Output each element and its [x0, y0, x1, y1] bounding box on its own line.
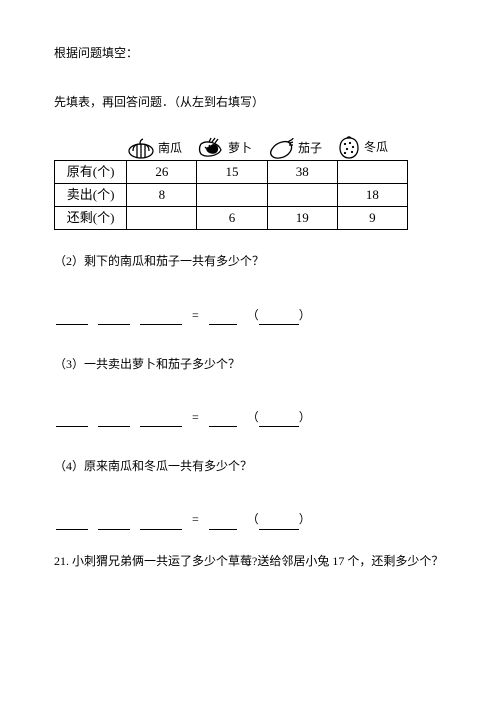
table-cell: 8: [127, 184, 197, 207]
blank[interactable]: [140, 515, 182, 530]
row-header: 卖出(个): [55, 184, 127, 207]
table-cell: 19: [267, 207, 337, 230]
icon-label: 冬瓜: [364, 138, 388, 157]
question-4: （4）原来南瓜和冬瓜一共有多少个？: [54, 457, 446, 476]
icon-label: 萝卜: [228, 139, 252, 158]
table-cell: [197, 184, 267, 207]
icon-cell-qiezi: 茄子: [266, 136, 336, 160]
unit-paren: （）: [247, 306, 311, 325]
table-cell: 26: [127, 161, 197, 184]
icon-label: 茄子: [298, 139, 322, 158]
table-cell: 15: [197, 161, 267, 184]
instruction-line: 先填表，再回答问题．（从左到右填写）: [54, 93, 446, 112]
eggplant-icon: [266, 136, 296, 160]
equation-line: = （）: [54, 510, 446, 529]
radish-icon: [196, 136, 226, 160]
equation-line: = （）: [54, 306, 446, 325]
blank[interactable]: [140, 310, 182, 325]
question-21: 21. 小刺猬兄弟俩一共运了多少个草莓?送给邻居小兔 17 个，还剩多少个？: [54, 552, 446, 571]
vegetable-table: 原有(个) 26 15 38 卖出(个) 8 18 还剩(个) 6 19 9: [54, 160, 408, 230]
blank[interactable]: [98, 310, 130, 325]
table-cell: [337, 161, 407, 184]
table-cell: 18: [337, 184, 407, 207]
wintermelon-icon: [336, 134, 362, 160]
blank[interactable]: [259, 412, 299, 427]
unit-paren: （）: [247, 408, 311, 427]
page-title: 根据问题填空：: [54, 44, 446, 63]
equals-sign: =: [192, 408, 199, 427]
table-cell: 9: [337, 207, 407, 230]
equals-sign: =: [192, 510, 199, 529]
unit-paren: （）: [247, 510, 311, 529]
table-row: 原有(个) 26 15 38: [55, 161, 408, 184]
icon-cell-donggua: 冬瓜: [336, 134, 406, 160]
table-cell: 6: [197, 207, 267, 230]
blank[interactable]: [98, 412, 130, 427]
blank[interactable]: [209, 412, 237, 427]
question-2: （2）剩下的南瓜和茄子一共有多少个？: [54, 252, 446, 271]
table-cell: 38: [267, 161, 337, 184]
blank[interactable]: [259, 310, 299, 325]
equation-line: = （）: [54, 408, 446, 427]
blank[interactable]: [56, 412, 88, 427]
pumpkin-icon: [126, 136, 156, 160]
blank[interactable]: [209, 515, 237, 530]
table-row: 卖出(个) 8 18: [55, 184, 408, 207]
icon-cell-nangua: 南瓜: [126, 136, 196, 160]
table-row: 还剩(个) 6 19 9: [55, 207, 408, 230]
worksheet-page: 根据问题填空： 先填表，再回答问题．（从左到右填写） 南瓜: [0, 0, 500, 707]
blank[interactable]: [209, 310, 237, 325]
row-header: 还剩(个): [55, 207, 127, 230]
icon-label: 南瓜: [158, 139, 182, 158]
table-cell: [267, 184, 337, 207]
equals-sign: =: [192, 306, 199, 325]
table-cell: [127, 207, 197, 230]
question-3: （3）一共卖出萝卜和茄子多少个？: [54, 355, 446, 374]
icon-cell-luobo: 萝卜: [196, 136, 266, 160]
blank[interactable]: [140, 412, 182, 427]
vegetable-icons-row: 南瓜 萝卜 茄子: [54, 134, 446, 160]
blank[interactable]: [98, 515, 130, 530]
blank[interactable]: [259, 515, 299, 530]
row-header: 原有(个): [55, 161, 127, 184]
blank[interactable]: [56, 515, 88, 530]
blank[interactable]: [56, 310, 88, 325]
